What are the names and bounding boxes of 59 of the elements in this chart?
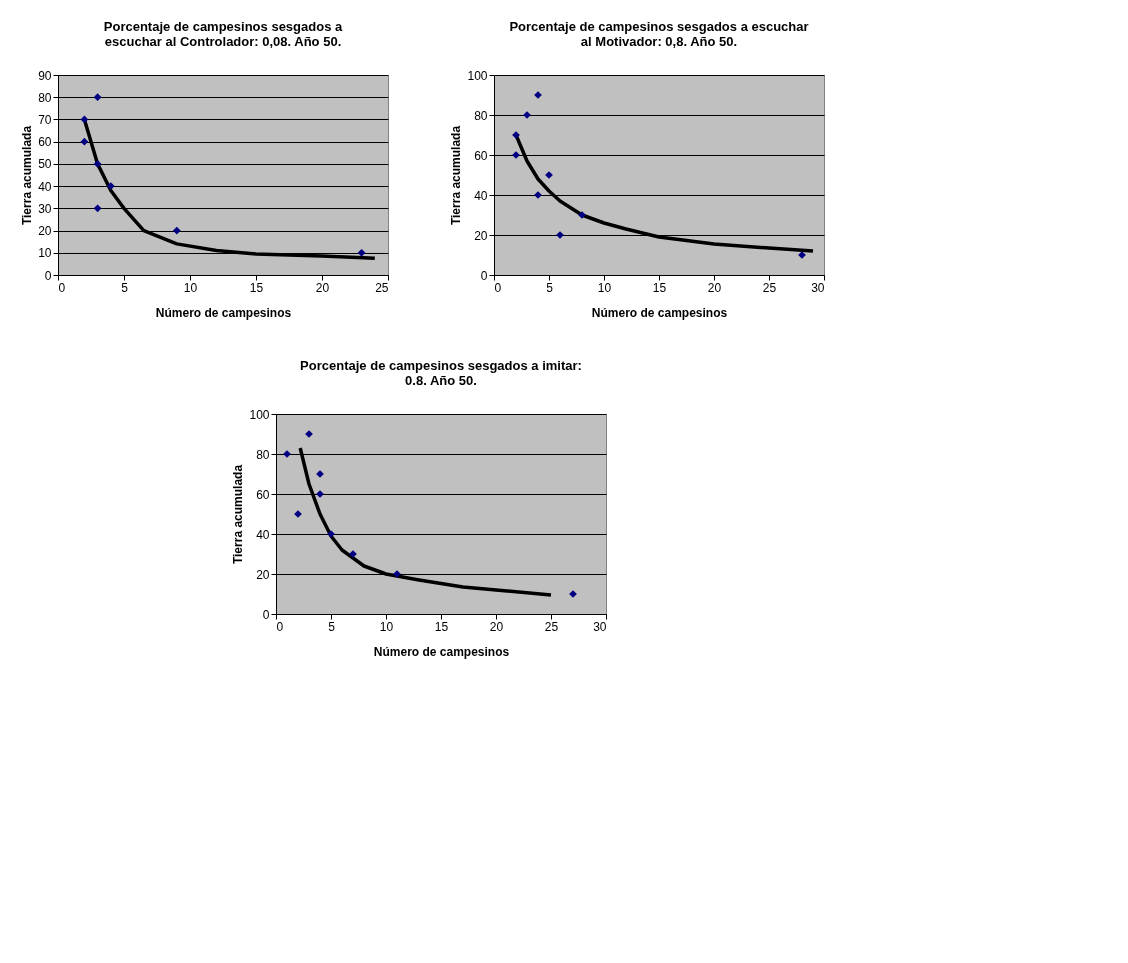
y-tick-label: 80 [256, 447, 270, 462]
y-axis-title: Tierra acumulada [449, 125, 464, 226]
y-tick-label: 80 [474, 108, 488, 123]
x-tick-label: 0 [276, 619, 284, 634]
x-tick-label: 25 [762, 280, 777, 295]
y-tick-label: 10 [38, 246, 52, 261]
point [106, 182, 115, 190]
x-tick-label: 5 [121, 280, 129, 295]
x-tick-label: 30 [593, 619, 607, 634]
y-axis-title: Tierra acumulada [20, 125, 35, 226]
point [357, 248, 366, 257]
chart-title: Porcentaje de campesinos sesgados a escuchar al Controlador: 0,08. Año 50. [103, 19, 343, 49]
y-tick-label: 100 [467, 68, 488, 83]
x-tick-label: 0 [494, 280, 502, 295]
y-tick-label: 70 [38, 112, 52, 127]
y-tick-label: 0 [44, 268, 52, 283]
x-axis-title: Número de campesinos [155, 305, 292, 320]
y-tick-label: 20 [38, 224, 52, 239]
chart-title: Porcentaje de campesinos sesgados a escuchar al Motivador: 0,8. Año 50. [509, 19, 809, 49]
y-tick-label: 40 [256, 527, 270, 542]
y-axis-title: Tierra acumulada [231, 464, 246, 565]
y-tick-label: 60 [38, 135, 52, 150]
x-tick-label: 25 [544, 619, 559, 634]
x-tick-label: 15 [652, 280, 667, 295]
point [80, 137, 89, 146]
x-tick-label: 10 [379, 619, 394, 634]
x-tick-label: 5 [546, 280, 554, 295]
y-tick-label: 50 [38, 157, 52, 172]
y-tick-label: 60 [256, 487, 270, 502]
y-tick-label: 20 [256, 567, 270, 582]
y-tick-label: 20 [474, 228, 488, 243]
x-tick-label: 10 [183, 280, 198, 295]
y-tick-label: 40 [38, 179, 52, 194]
x-tick-label: 30 [811, 280, 825, 295]
x-tick-label: 10 [597, 280, 612, 295]
y-tick-label: 80 [38, 90, 52, 105]
x-axis-title: Número de campesinos [591, 305, 728, 320]
point [172, 226, 181, 235]
y-tick-label: 0 [480, 268, 488, 283]
point [80, 115, 89, 124]
x-tick-label: 0 [58, 280, 66, 295]
x-tick-label: 20 [489, 619, 504, 634]
y-tick-label: 90 [38, 68, 52, 83]
y-tick-label: 100 [249, 407, 270, 422]
x-tick-label: 20 [315, 280, 330, 295]
x-tick-label: 5 [328, 619, 336, 634]
y-tick-label: 0 [262, 607, 270, 622]
point [93, 160, 102, 168]
point [93, 93, 102, 102]
x-axis-title: Número de campesinos [373, 644, 510, 659]
y-tick-label: 30 [38, 201, 52, 216]
y-tick-label: 60 [474, 148, 488, 163]
x-tick-label: 20 [707, 280, 722, 295]
chart-title: Porcentaje de campesinos sesgados a imitar: 0.8. Año 50. [300, 358, 582, 388]
x-tick-label: 15 [434, 619, 449, 634]
point [93, 204, 102, 213]
x-tick-label: 15 [249, 280, 264, 295]
x-tick-label: 25 [375, 280, 389, 295]
y-tick-label: 40 [474, 188, 488, 203]
